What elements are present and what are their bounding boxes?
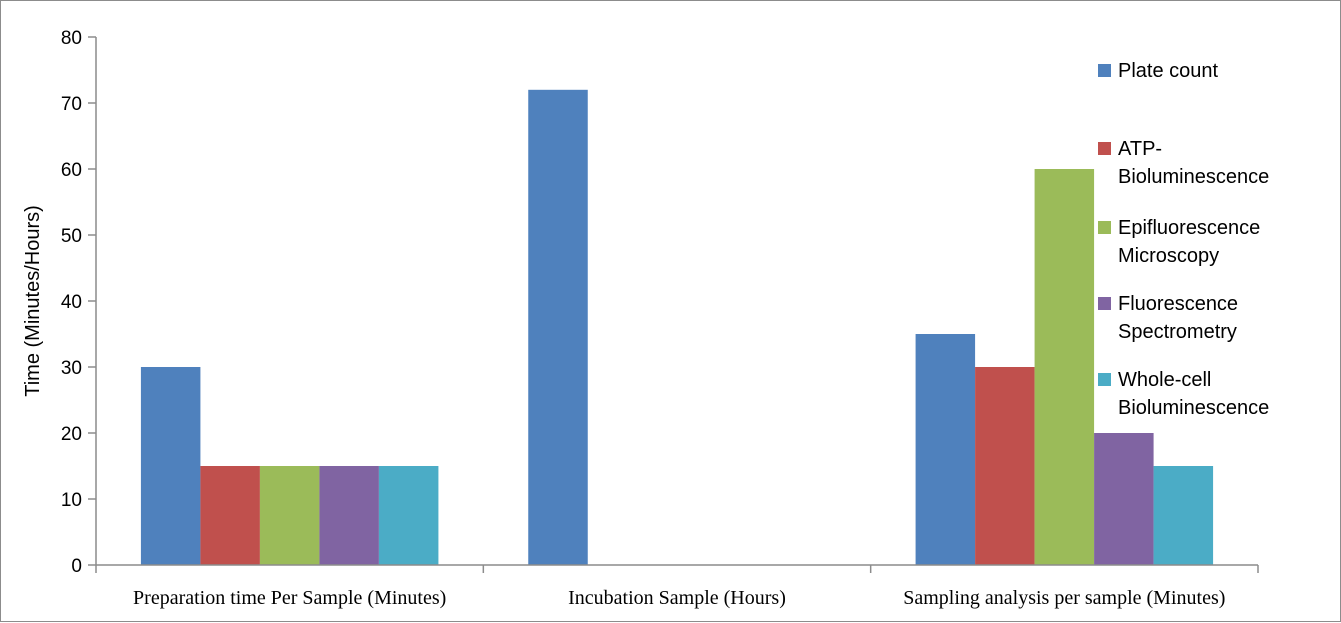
legend: Plate count ATP- Bioluminescence Epifluores… — [1098, 60, 1269, 419]
legend-label: Plate count — [1118, 60, 1219, 82]
x-category-label: Sampling analysis per sample (Minutes) — [903, 587, 1225, 609]
bar — [528, 89, 588, 566]
y-tick-label: 10 — [61, 490, 82, 511]
legend-label: Epifluorescence — [1118, 217, 1260, 239]
bar — [140, 367, 201, 565]
x-axis-ticks — [95, 565, 1259, 573]
y-tick-label: 20 — [61, 424, 82, 445]
bar — [200, 466, 260, 565]
legend-label: Spectrometry — [1118, 321, 1237, 343]
bar — [975, 367, 1035, 565]
legend-swatch — [1098, 64, 1111, 77]
y-tick-label: 50 — [61, 226, 82, 247]
bar — [915, 334, 976, 565]
y-axis-title: Time (Minutes/Hours) — [22, 205, 44, 397]
y-tick-label: 30 — [61, 358, 82, 379]
y-tick-label: 0 — [71, 556, 82, 577]
bars — [140, 89, 1214, 566]
bar — [378, 466, 439, 565]
legend-swatch — [1098, 142, 1111, 155]
bar — [1094, 433, 1154, 565]
y-axis-ticks: 0 10 20 30 40 50 60 70 80 — [61, 28, 96, 577]
y-tick-label: 70 — [61, 94, 82, 115]
legend-label: Bioluminescence — [1118, 397, 1269, 419]
legend-label: Whole-cell — [1118, 369, 1211, 391]
x-category-label: Preparation time Per Sample (Minutes) — [133, 587, 446, 609]
legend-swatch — [1098, 221, 1111, 234]
bar — [1034, 169, 1095, 565]
legend-label: Fluorescence — [1118, 293, 1238, 315]
bar — [319, 466, 379, 565]
legend-swatch — [1098, 297, 1111, 310]
legend-label: ATP- — [1118, 138, 1162, 160]
legend-swatch — [1098, 373, 1111, 386]
y-tick-label: 80 — [61, 28, 82, 49]
y-tick-label: 40 — [61, 292, 82, 313]
y-tick-label: 60 — [61, 160, 82, 181]
legend-label: Microscopy — [1118, 245, 1219, 267]
bar — [1153, 466, 1214, 565]
x-axis-category-labels: Preparation time Per Sample (Minutes) Inc… — [133, 587, 1225, 609]
x-category-label: Incubation Sample (Hours) — [568, 587, 786, 609]
bar — [259, 466, 320, 565]
legend-label: Bioluminescence — [1118, 166, 1269, 188]
